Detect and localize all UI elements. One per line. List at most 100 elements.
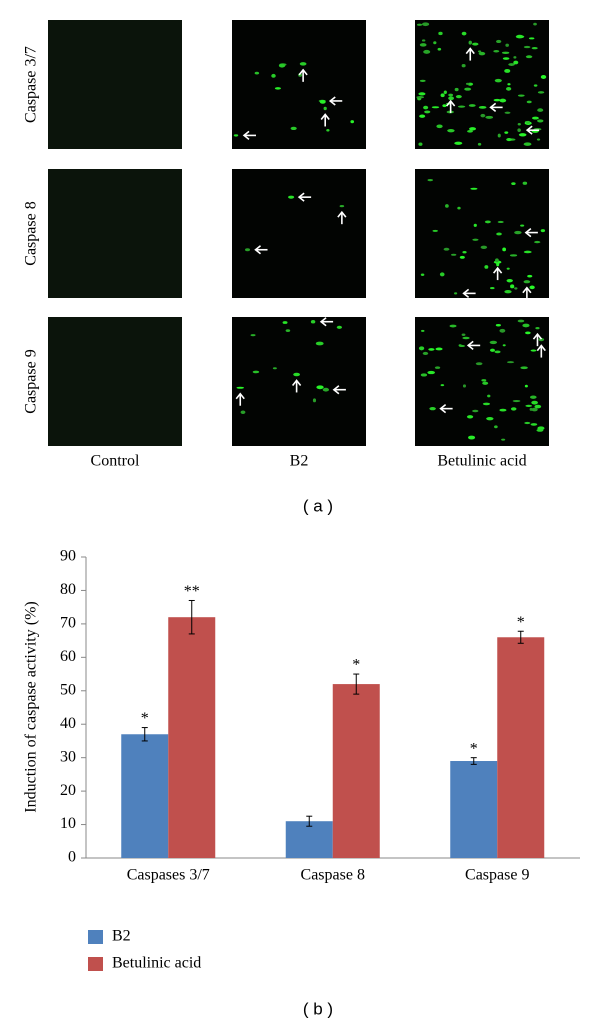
cell-dot [424, 110, 431, 114]
significance-mark: ** [184, 583, 200, 600]
arrow-head [328, 96, 336, 106]
cell-dot [508, 63, 515, 66]
cell-dot [475, 362, 483, 366]
cell-dot [493, 98, 501, 102]
significance-mark: * [517, 614, 525, 631]
significance-mark: * [352, 657, 360, 674]
cell-dot [448, 93, 454, 97]
cell-dot [513, 60, 519, 65]
cell-dot [299, 62, 307, 66]
caption-b: ( b ) [303, 999, 333, 1018]
cell-dot [472, 42, 479, 46]
cell-dot [457, 206, 461, 210]
cell-dot [485, 115, 494, 119]
cell-dot [490, 348, 495, 352]
row-label: Caspase 9 [23, 349, 40, 413]
cell-dot [501, 51, 510, 55]
cell-dot [511, 182, 516, 186]
cell-dot [501, 438, 506, 441]
cell-dot [517, 319, 525, 323]
cell-dot [540, 75, 547, 79]
micrograph [48, 20, 182, 149]
cell-dot [472, 238, 479, 241]
cell-dot [422, 351, 429, 356]
cell-dot [448, 96, 454, 101]
cell-dot [447, 128, 455, 133]
cell-dot [323, 106, 327, 111]
cell-dot [495, 324, 501, 327]
cell-dot [419, 79, 426, 82]
cell-dot [531, 47, 538, 50]
cell-dot [524, 384, 528, 388]
cell-dot [454, 141, 463, 145]
cell-dot [461, 64, 466, 68]
arrow-head [489, 102, 497, 112]
y-tick-label: 40 [60, 715, 76, 732]
cell-dot [486, 417, 494, 421]
bar [497, 637, 545, 858]
cell-dot [455, 94, 462, 99]
cell-dot [517, 128, 521, 133]
cell-dot [535, 326, 540, 330]
cell-dot [466, 415, 474, 419]
y-tick-label: 70 [60, 615, 76, 632]
cell-dot [487, 394, 491, 398]
cell-dot [480, 113, 486, 118]
significance-mark: * [141, 710, 149, 727]
cell-dot [494, 350, 501, 354]
cell-dot [339, 205, 345, 208]
cell-dot [536, 428, 544, 432]
cell-dot [509, 254, 518, 257]
cell-dot [540, 229, 546, 233]
cell-dot [285, 329, 291, 332]
bar [121, 734, 169, 858]
arrow-head [522, 286, 532, 294]
cell-dot [436, 124, 443, 129]
arrow-head [532, 332, 543, 340]
cell-dot [478, 105, 487, 109]
cell-dot [499, 408, 507, 412]
arrow-head [291, 379, 302, 386]
cell-dot [482, 381, 489, 385]
micrograph [415, 169, 549, 298]
cell-dot [526, 100, 532, 104]
column-label: B2 [290, 453, 309, 470]
cell-dot [489, 340, 498, 345]
cell-dot [462, 250, 467, 254]
cell-dot [518, 133, 527, 137]
cell-dot [319, 99, 326, 104]
cell-dot [468, 40, 472, 45]
arrow-head [525, 125, 533, 135]
x-tick-label: Caspase 9 [465, 867, 529, 884]
cell-dot [507, 83, 511, 86]
cell-dot [530, 423, 538, 426]
y-tick-label: 10 [60, 815, 76, 832]
arrow-head [297, 192, 305, 202]
cell-dot [274, 87, 281, 90]
arrow-head [254, 245, 262, 255]
cell-dot [514, 230, 522, 235]
cell-dot [522, 323, 530, 328]
y-tick-label: 90 [60, 548, 76, 565]
cell-dot [443, 247, 450, 251]
cell-dot [439, 272, 445, 277]
arrow-head [337, 210, 347, 218]
cell-dot [419, 43, 427, 47]
cell-dot [514, 287, 518, 290]
cell-dot [497, 133, 501, 138]
cell-dot [454, 87, 459, 92]
cell-dot [449, 324, 457, 328]
cell-dot [451, 253, 457, 256]
cell-dot [458, 344, 466, 348]
legend-swatch [88, 957, 103, 971]
cell-dot [431, 106, 440, 109]
arrow-head [235, 392, 245, 400]
cell-dot [516, 35, 525, 39]
cell-dot [504, 131, 509, 134]
cell-dot [478, 51, 486, 56]
cell-dot [494, 425, 498, 429]
cell-dot [495, 258, 499, 263]
cell-dot [443, 90, 447, 95]
cell-dot [461, 31, 467, 36]
cell-dot [505, 43, 509, 47]
